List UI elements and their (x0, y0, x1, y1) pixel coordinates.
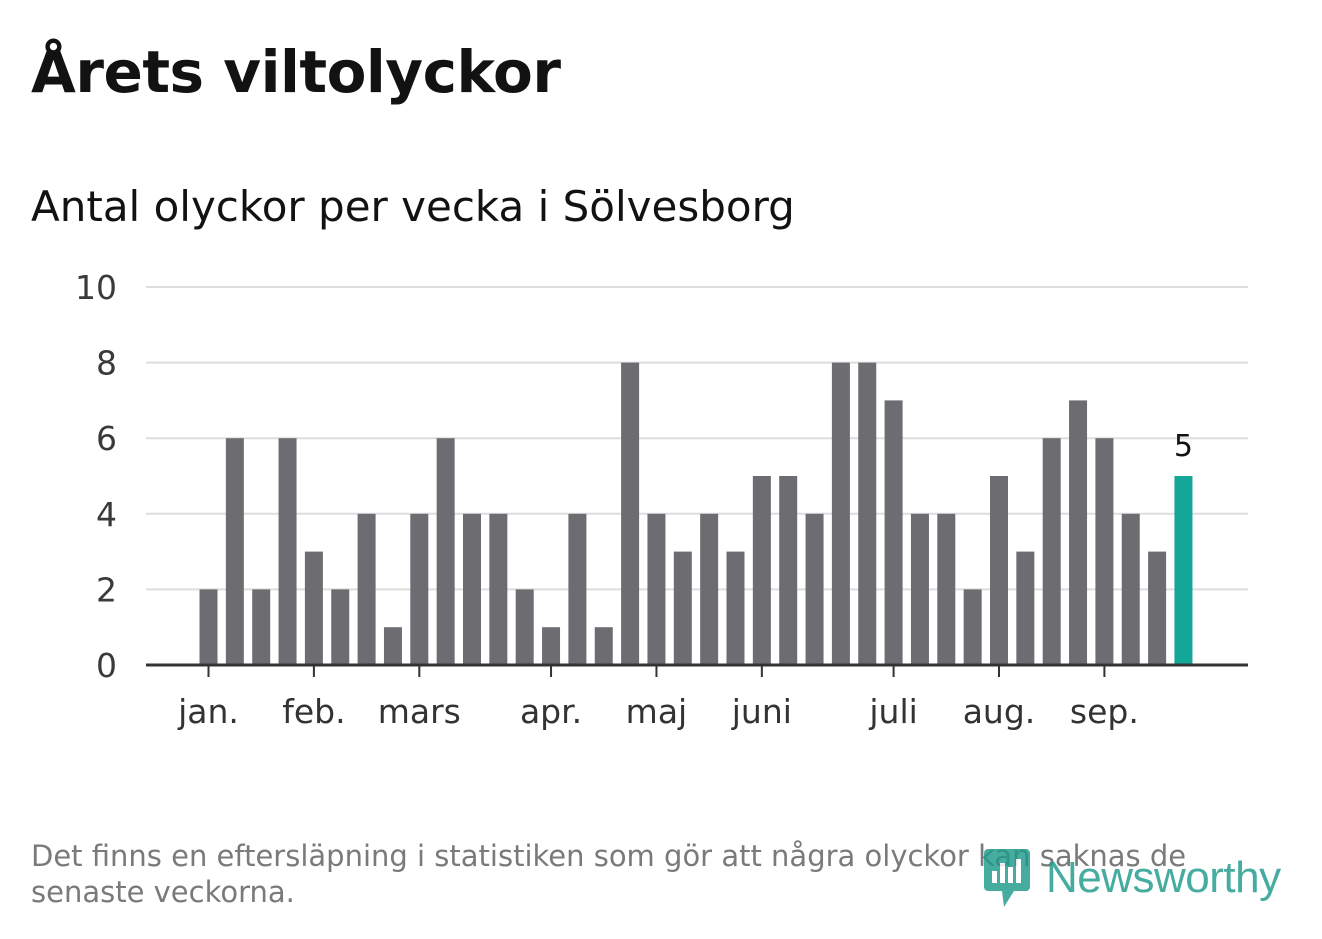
bar (357, 513, 376, 665)
x-tick-label: sep. (1070, 692, 1139, 731)
x-tick-label: apr. (520, 692, 582, 731)
bar (278, 438, 297, 665)
data-labels: 5 (1174, 429, 1193, 464)
bar (199, 589, 218, 665)
bar (621, 362, 640, 665)
bar (700, 513, 719, 665)
y-tick-label: 2 (96, 570, 117, 609)
bar (884, 400, 903, 665)
bars (199, 362, 1193, 665)
bar (1016, 551, 1035, 665)
bar (752, 476, 771, 665)
bar (515, 589, 534, 665)
bar (910, 513, 929, 665)
bar (858, 362, 877, 665)
x-tick-label: maj (626, 692, 688, 731)
bar (252, 589, 271, 665)
bar (1121, 513, 1140, 665)
bar (779, 476, 798, 665)
bar (831, 362, 850, 665)
bar (1069, 400, 1088, 665)
newsworthy-logo: Newsworthy (982, 846, 1281, 910)
x-axis-ticks: jan. feb. mars apr. maj juni juli aug. sep. (177, 665, 1139, 731)
bar (542, 627, 561, 665)
bar (304, 551, 323, 665)
chart-title: Årets viltolyckor (31, 38, 561, 106)
y-tick-label: 8 (96, 344, 117, 383)
bar (937, 513, 956, 665)
bar (383, 627, 402, 665)
bar (594, 627, 613, 665)
bar (805, 513, 824, 665)
bar-chart: 0 2 4 6 8 10 jan. feb. mars apr. maj juni juli aug. s… (75, 268, 1248, 731)
bar (963, 589, 982, 665)
data-label: 5 (1174, 429, 1193, 464)
y-tick-label: 6 (96, 419, 117, 458)
x-tick-label: jan. (177, 692, 239, 731)
x-tick-label: juni (731, 692, 792, 731)
bar (331, 589, 350, 665)
bar (647, 513, 666, 665)
x-tick-label: juli (868, 692, 917, 731)
y-axis-ticks: 0 2 4 6 8 10 (75, 268, 117, 685)
x-tick-label: mars (378, 692, 461, 731)
bar (673, 551, 692, 665)
bar-highlight (1174, 476, 1193, 665)
x-tick-label: feb. (282, 692, 345, 731)
bar (225, 438, 244, 665)
x-tick-label: aug. (963, 692, 1036, 731)
bar (990, 476, 1008, 665)
gridlines (146, 286, 1248, 591)
bar (1148, 551, 1167, 665)
y-tick-label: 0 (96, 646, 117, 685)
bar (410, 513, 429, 665)
y-tick-label: 10 (75, 268, 117, 307)
bar (1095, 438, 1114, 665)
newsworthy-logo-icon (984, 849, 1030, 907)
bar (436, 438, 455, 665)
chart-subtitle: Antal olyckor per vecka i Sölvesborg (31, 182, 795, 231)
y-tick-label: 4 (96, 495, 117, 534)
bar (568, 513, 587, 665)
logo-text: Newsworthy (1046, 853, 1281, 902)
bar (1042, 438, 1061, 665)
bar (489, 513, 508, 665)
bar (726, 551, 745, 665)
bar (463, 513, 481, 665)
